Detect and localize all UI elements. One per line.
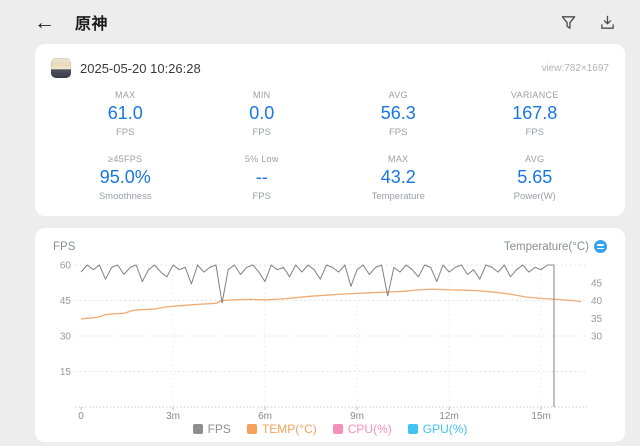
stat-cell-0: MAX 61.0 FPS [107,90,143,138]
legend-swatch [246,424,257,434]
stat-cell-7: AVG 5.65 Power(W) [513,154,556,202]
stats-grid: MAX 61.0 FPS MIN 0.0 FPS AVG 56.3 FPS VARIANCE 167… [35,84,625,202]
svg-text:9m: 9m [350,411,364,421]
legend-item-tempc[interactable]: TEMP(°C) [246,422,317,436]
legend-item-fps[interactable]: FPS [192,422,231,436]
record-timestamp: 2025-05-20 10:26:28 [80,60,201,76]
svg-text:15: 15 [60,367,72,378]
download-button[interactable] [595,10,620,35]
chart-card: FPS Temperature(°C) 60 45 30 15 0 3m 6m 9m 12m 15… [35,228,625,442]
appbar: ← 原神 [0,0,640,44]
download-icon [599,14,616,31]
legend-label: TEMP(°C) [261,422,317,436]
legend-label: FPS [207,422,231,436]
svg-text:0: 0 [78,411,84,421]
svg-text:40: 40 [591,296,603,307]
legend-item-cpu[interactable]: CPU(%) [332,422,392,436]
stat-cell-5: 5% Low -- FPS [244,154,279,202]
back-button[interactable]: ← [28,10,61,35]
stat-cell-1: MIN 0.0 FPS [249,90,275,138]
svg-text:45: 45 [591,278,603,289]
svg-text:60: 60 [60,261,72,272]
filter-icon [560,14,577,31]
right-axis-title: Temperature(°C) [503,240,589,253]
legend-swatch [192,424,203,434]
svg-text:45: 45 [60,296,72,307]
avatar [51,58,71,78]
legend-swatch [407,424,418,434]
legend-item-gpu[interactable]: GPU(%) [407,422,468,436]
stat-cell-6: MAX 43.2 Temperature [371,154,425,202]
legend-label: CPU(%) [347,422,392,436]
temperature-toggle-icon[interactable] [594,240,607,253]
svg-text:3m: 3m [166,411,180,421]
svg-text:15m: 15m [531,411,550,421]
stat-cell-4: ≥45FPS 95.0% Smoothness [98,154,152,202]
chart-legend: FPS TEMP(°C) CPU(%) GPU(%) [49,422,611,436]
svg-text:35: 35 [591,314,603,325]
svg-text:30: 30 [60,332,72,343]
svg-text:6m: 6m [258,411,272,421]
svg-text:12m: 12m [439,411,458,421]
view-resolution: view:782×1697 [541,62,609,74]
summary-card: 2025-05-20 10:26:28 view:782×1697 MAX 61.… [35,44,625,216]
legend-label: GPU(%) [422,422,468,436]
summary-header: 2025-05-20 10:26:28 view:782×1697 [35,54,625,84]
filter-button[interactable] [556,10,581,35]
stat-cell-2: AVG 56.3 FPS [380,90,416,138]
left-axis-title: FPS [53,240,76,253]
page-title: 原神 [75,16,109,33]
legend-swatch [332,424,343,434]
svg-text:30: 30 [591,332,603,343]
chart-header: FPS Temperature(°C) [49,240,611,257]
performance-chart[interactable]: 60 45 30 15 0 3m 6m 9m 12m 15m 45 40 35 30 [49,257,611,422]
stat-cell-3: VARIANCE 167.8 FPS [510,90,559,138]
